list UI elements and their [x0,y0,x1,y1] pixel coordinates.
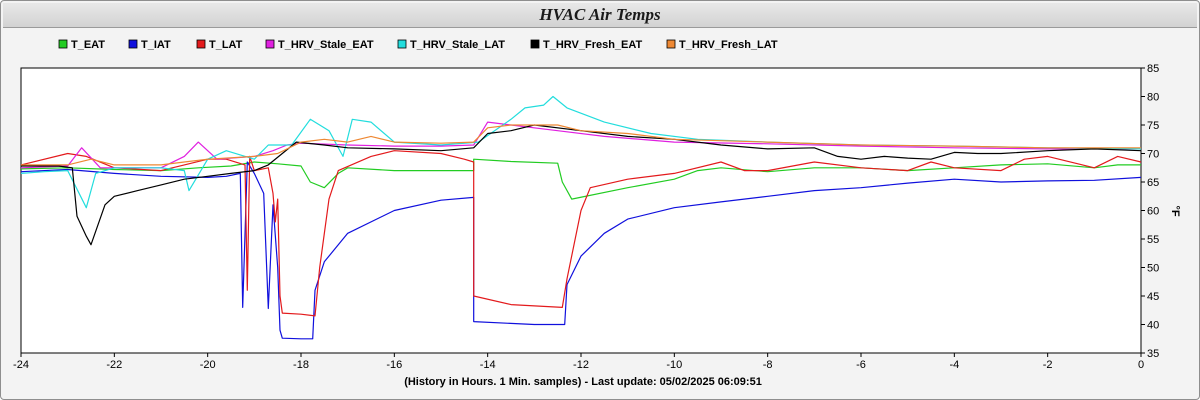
x-axis: -24 -22 -20 -18 -16 -14 -12 -10 -8 -6 -4 -2 0 [13,353,1144,371]
x-tick-label: -18 [293,359,309,371]
y-tick-label: 55 [1147,234,1159,246]
y-tick-label: 45 [1147,291,1159,303]
x-tick-label: 0 [1138,359,1144,371]
y-tick-label: 65 [1147,177,1159,189]
legend-swatch [128,39,138,49]
title-bar: HVAC Air Temps [3,3,1197,28]
series-line-t-hrv-fresh-lat [21,124,1141,166]
legend-label: T_EAT [71,39,105,51]
x-tick-label: -12 [573,359,589,371]
y-tick-label: 70 [1147,149,1159,161]
y-tick-label: 60 [1147,206,1159,218]
x-tick-label: -6 [856,359,866,371]
legend-swatch [530,39,540,49]
x-tick-label: -14 [480,359,496,371]
legend-swatch [58,39,68,49]
series-line-t-hrv-stale-eat [20,121,1141,169]
y-tick-label: 85 [1147,63,1159,75]
legend-swatch [666,39,676,49]
x-tick-label: -20 [200,359,216,371]
legend-swatch [265,39,275,49]
x-tick-label: -16 [386,359,402,371]
x-tick-label: -8 [763,359,773,371]
legend-swatch [196,39,206,49]
legend-label: T_HRV_Stale_EAT [278,39,374,51]
y-axis-label: °F [1169,205,1181,216]
x-axis-label: (History in Hours. 1 Min. samples) - Las… [404,376,762,388]
legend-label: T_HRV_Fresh_LAT [679,39,778,51]
series-line-t-eat [20,158,1141,200]
y-tick-label: 40 [1147,320,1159,332]
y-tick-label: 75 [1147,120,1159,132]
series-line-t-iat [20,161,1142,340]
y-axis: 35 40 45 50 55 60 65 70 75 80 85 [1141,63,1159,360]
series-line-t-lat [20,150,1142,317]
x-tick-label: -10 [666,359,682,371]
x-tick-label: -24 [13,359,29,371]
y-tick-label: 50 [1147,263,1159,275]
legend-swatch [397,39,407,49]
chart-title: HVAC Air Temps [539,5,661,24]
y-tick-label: 80 [1147,92,1159,104]
x-tick-label: -2 [1043,359,1053,371]
y-tick-label: 35 [1147,348,1159,360]
x-tick-label: -22 [106,359,122,371]
legend-label: T_HRV_Fresh_EAT [543,39,643,51]
legend-label: T_HRV_Stale_LAT [410,39,505,51]
legend: T_EAT T_IAT T_LAT T_HRV_Stale_EAT T_HRV_Stal… [58,39,778,51]
series-line-t-hrv-stale-lat [20,95,1142,209]
series-layer [20,95,1142,340]
legend-label: T_IAT [141,39,171,51]
x-tick-label: -4 [949,359,959,371]
legend-label: T_LAT [209,39,243,51]
series-line-t-hrv-fresh-eat [21,124,1142,246]
